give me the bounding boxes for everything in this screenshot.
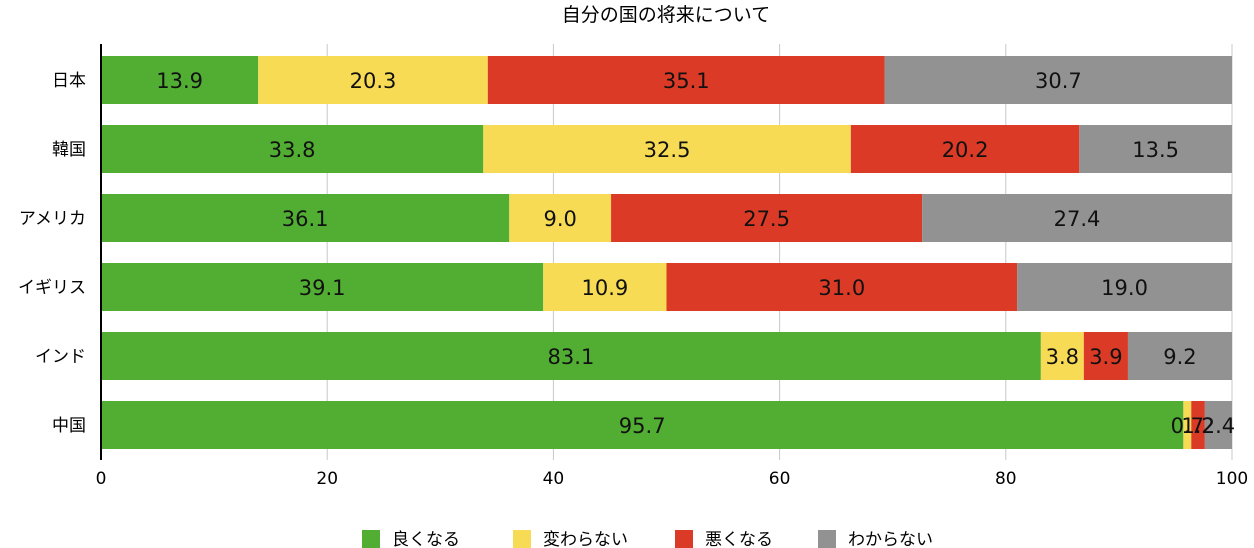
bar-segment (101, 263, 544, 311)
legend: 良くなる 変わらない 悪くなる わからない (362, 530, 933, 548)
data-label: 20.2 (942, 138, 989, 162)
data-label: 10.9 (581, 276, 628, 300)
bar-segment (666, 263, 1018, 311)
x-tick-label: 0 (96, 469, 107, 489)
bar-segment (1183, 401, 1192, 449)
bar-segment (1079, 125, 1232, 173)
bar-segment (101, 56, 259, 104)
data-label: 36.1 (282, 207, 329, 231)
data-labels: 13.9 20.3 35.1 30.7 33.8 32.5 20.2 13.5 36.1 9.0 2… (156, 69, 1235, 438)
data-label: 19.0 (1101, 276, 1148, 300)
bar-segment (922, 194, 1232, 242)
category-label: インド (35, 347, 86, 367)
data-label: 13.9 (156, 69, 203, 93)
data-label: 1.2 (1181, 414, 1214, 438)
category-label: 日本 (52, 71, 86, 91)
data-label: 39.1 (299, 276, 346, 300)
legend-swatch (818, 530, 836, 548)
data-label: 9.2 (1163, 345, 1196, 369)
bar-segment (1204, 401, 1232, 449)
category-label: アメリカ (19, 209, 86, 229)
grid-lines (326, 44, 1233, 460)
bar-segment (1127, 332, 1232, 380)
data-label: 27.4 (1054, 207, 1101, 231)
legend-label: 良くなる (392, 530, 460, 548)
x-tick-label: 40 (543, 469, 565, 489)
data-label: 20.3 (350, 69, 397, 93)
bar-segment (487, 56, 885, 104)
category-label: 中国 (52, 416, 86, 436)
bar-segment (1191, 401, 1205, 449)
bar-segment (850, 125, 1080, 173)
x-axis-ticks: 0 20 40 60 80 100 (96, 469, 1249, 489)
bar-segment (101, 194, 510, 242)
bar-segment (101, 401, 1184, 449)
bar-segment (258, 56, 488, 104)
bar-segment (1083, 332, 1128, 380)
data-label: 83.1 (548, 345, 595, 369)
category-label: イギリス (18, 278, 86, 298)
x-tick-label: 100 (1216, 469, 1248, 489)
data-label: 2.4 (1202, 414, 1235, 438)
legend-label: 悪くなる (705, 530, 773, 548)
data-label: 13.5 (1132, 138, 1179, 162)
x-tick-label: 80 (995, 469, 1017, 489)
legend-label: 変わらない (543, 530, 628, 548)
x-tick-label: 60 (769, 469, 791, 489)
data-label: 3.9 (1089, 345, 1122, 369)
data-label: 27.5 (743, 207, 790, 231)
data-label: 95.7 (619, 414, 666, 438)
bar-segment (509, 194, 612, 242)
data-label: 0.7 (1171, 414, 1204, 438)
bar-segment (483, 125, 851, 173)
legend-label: わからない (848, 530, 933, 548)
bar-segment (1040, 332, 1084, 380)
data-label: 33.8 (269, 138, 316, 162)
data-label: 30.7 (1035, 69, 1082, 93)
bar-segment (101, 332, 1041, 380)
data-label: 3.8 (1046, 345, 1079, 369)
chart-title: 自分の国の将来について (562, 4, 770, 26)
legend-swatch (362, 530, 380, 548)
data-label: 32.5 (644, 138, 691, 162)
bar-segment (101, 125, 484, 173)
data-label: 35.1 (663, 69, 710, 93)
data-label: 31.0 (818, 276, 865, 300)
legend-swatch (675, 530, 693, 548)
legend-swatch (513, 530, 531, 548)
category-label: 韓国 (52, 140, 86, 160)
bar-segments (101, 56, 1232, 449)
data-label: 9.0 (543, 207, 576, 231)
bar-segment (611, 194, 923, 242)
bar-segment (543, 263, 667, 311)
x-tick-label: 20 (316, 469, 338, 489)
bar-segment (1017, 263, 1232, 311)
bar-segment (884, 56, 1232, 104)
